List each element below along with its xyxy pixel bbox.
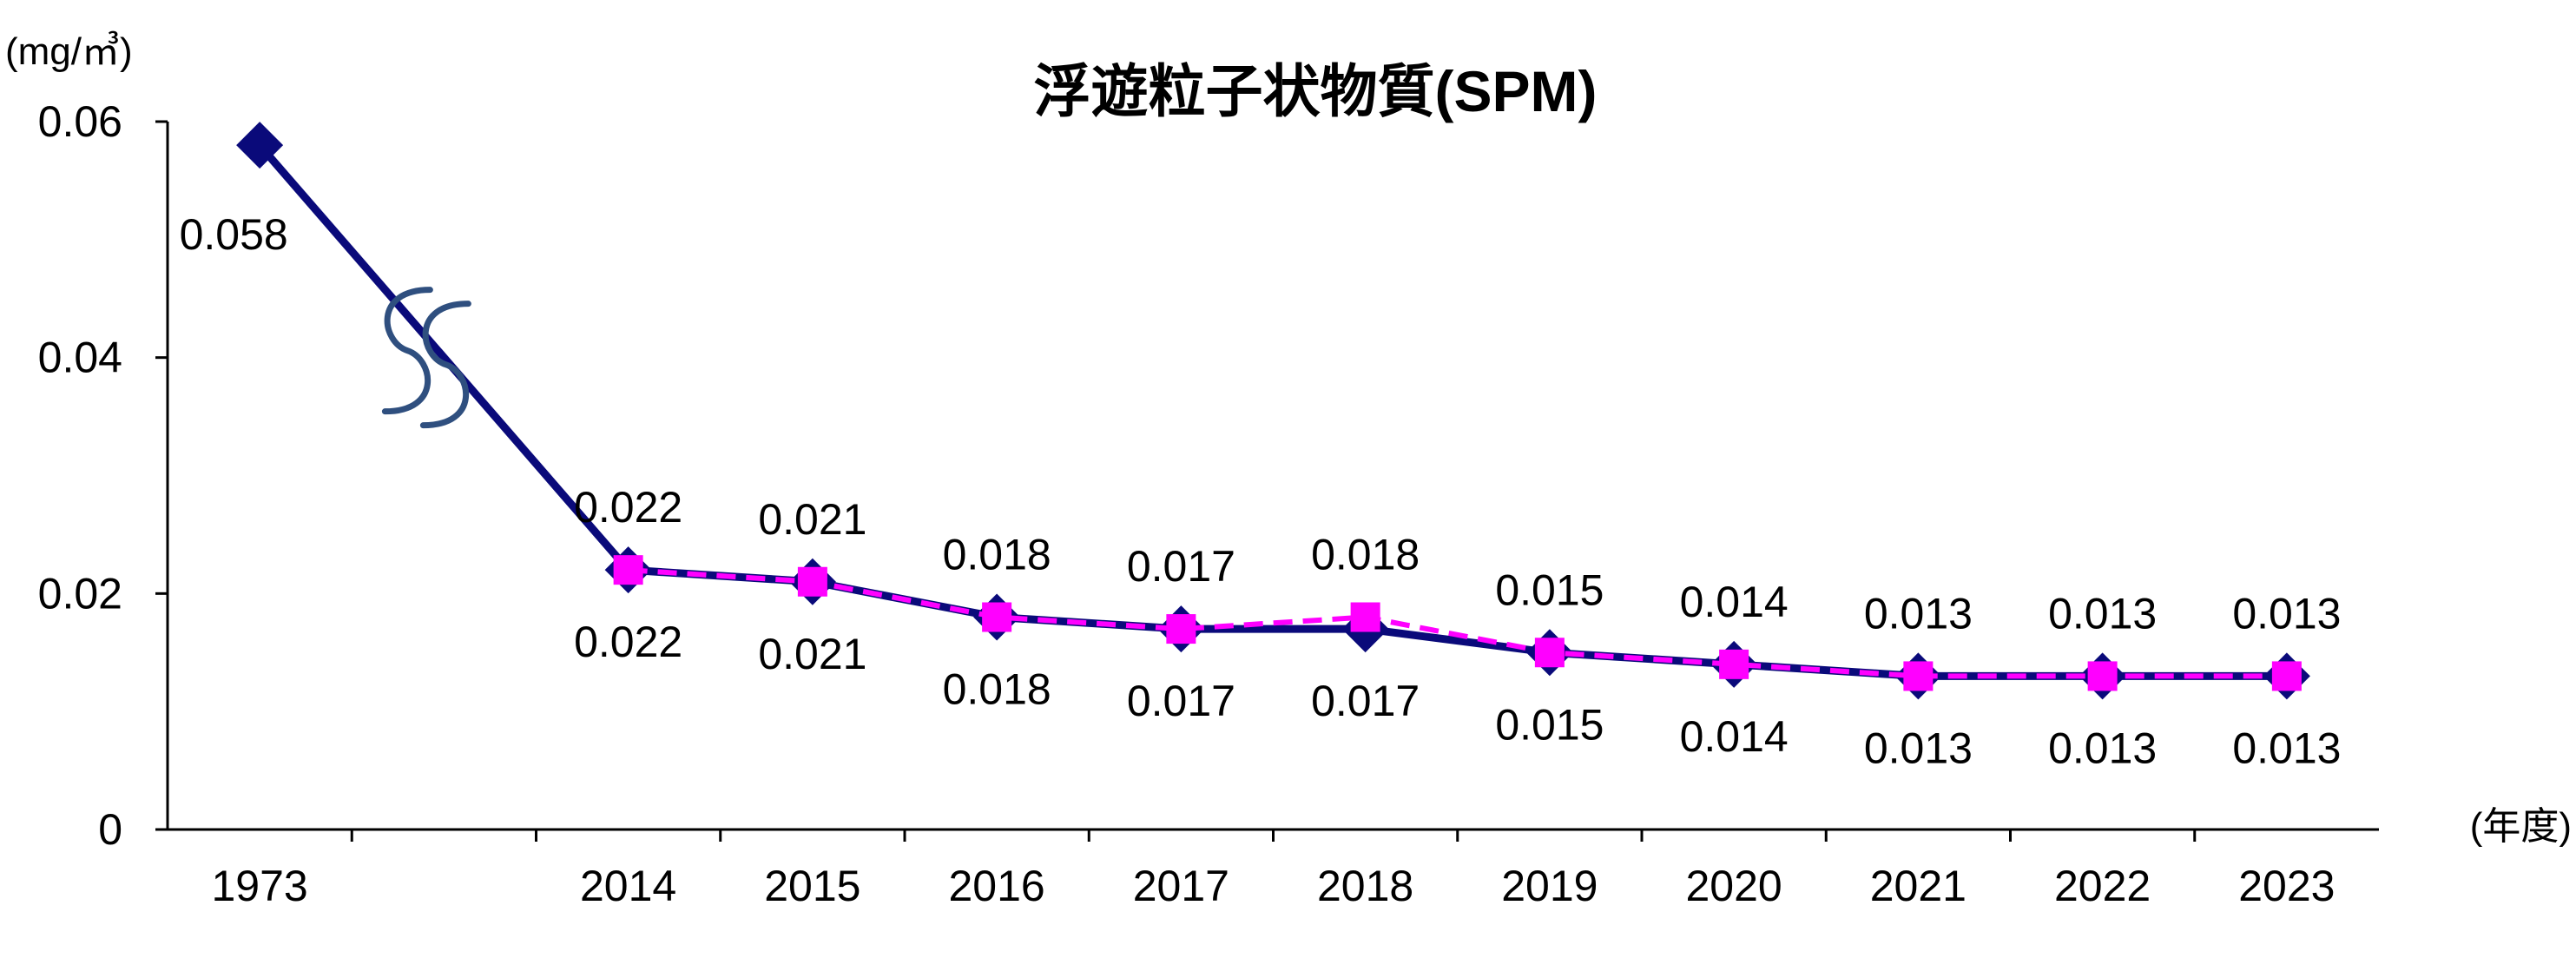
y-tick-label: 0.02 [38,569,122,618]
x-tick-label: 2021 [1870,862,1967,910]
series-2-data-label: 0.013 [1864,589,1973,638]
series-2-data-label: 0.013 [2048,589,2157,638]
series-1-data-label: 0.013 [1864,724,1973,772]
series-1-data-label: 0.018 [943,665,1051,714]
series-2-data-label: 0.017 [1127,542,1235,591]
series-2-point [1903,661,1934,691]
break-squiggle [381,287,433,415]
axis-break-mark [381,287,471,429]
series-1-data-label: 0.015 [1495,700,1604,749]
series-2-point [1534,638,1565,668]
series-1-data-label: 0.058 [180,210,288,259]
series-2-data-label: 0.014 [1680,578,1789,626]
series-2-point [2271,661,2302,691]
series-2-point [1350,602,1380,632]
chart-title: 浮遊粒子状物質(SPM) [1034,59,1598,123]
series-2-point [982,602,1012,632]
y-tick-label: 0.06 [38,97,122,146]
series-1-point [236,122,284,169]
series-2-point [797,566,827,597]
series-1-data-label: 0.021 [758,630,866,678]
x-tick-label: 2020 [1686,862,1782,910]
series-2-point [1166,614,1196,644]
series-1-data-label: 0.017 [1311,677,1420,725]
y-tick-label: 0 [98,805,122,854]
series-1-data-label: 0.013 [2232,724,2341,772]
series-1-data-label: 0.014 [1680,712,1789,761]
series-2-data-label: 0.015 [1495,565,1604,614]
x-tick-label: 2022 [2054,862,2151,910]
series-1-data-label: 0.013 [2048,724,2157,772]
tick-labels: 0 0.02 0.04 0.06 1973 2014 2015 2016 2017 2018 201… [38,97,2336,910]
x-tick-label: 2017 [1133,862,1229,910]
series-2-data-label: 0.022 [574,483,682,532]
series-2-point [613,555,643,585]
data-labels: 0.058 0.022 0.021 0.018 0.017 0.017 0.015 0.014… [180,210,2342,772]
break-squiggle [419,301,471,429]
x-tick-label: 2023 [2238,862,2335,910]
x-tick-label: 2019 [1501,862,1598,910]
series-1-line [256,142,2287,680]
series-2-data-label: 0.018 [943,531,1051,579]
series-2-line [628,567,2287,679]
series-1-data-label: 0.022 [574,618,682,666]
series-2-point [1719,649,1749,679]
x-tick-label: 2014 [580,862,676,910]
series-2-point [2087,661,2118,691]
x-tick-label: 1973 [212,862,308,910]
series-2-data-label: 0.018 [1311,531,1420,579]
series-2-data-label: 0.013 [2232,589,2341,638]
series-1-data-label: 0.017 [1127,677,1235,725]
axes [155,120,2379,842]
series-2-data-label: 0.021 [758,495,866,544]
x-axis-unit: (年度) [2470,805,2572,848]
y-axis-unit: (mg/㎥) [5,30,133,73]
x-tick-label: 2018 [1317,862,1413,910]
series-layer [236,122,2310,700]
x-tick-label: 2015 [764,862,860,910]
y-tick-label: 0.04 [38,334,122,382]
x-tick-label: 2016 [949,862,1045,910]
